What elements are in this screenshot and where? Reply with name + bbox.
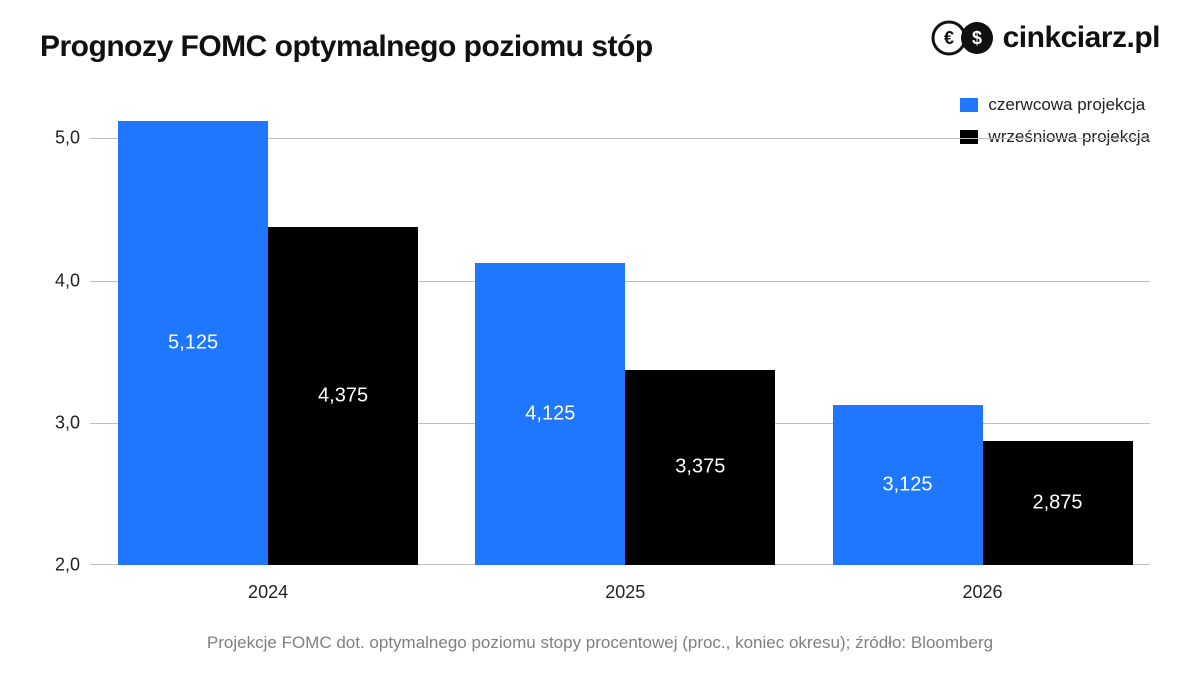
- logo-text: cinkciarz.pl: [1003, 21, 1160, 55]
- svg-text:€: €: [944, 28, 954, 48]
- bar: 4,125: [475, 263, 625, 565]
- y-tick-label: 5,0: [55, 128, 80, 149]
- x-category-label: 2024: [248, 582, 288, 603]
- y-tick-label: 3,0: [55, 412, 80, 433]
- bar: 3,375: [625, 370, 775, 566]
- bar-group: 4,1253,3752025: [475, 263, 775, 565]
- y-tick-label: 2,0: [55, 555, 80, 576]
- x-category-label: 2026: [962, 582, 1002, 603]
- bar-value-label: 2,875: [1032, 491, 1082, 514]
- bar-group: 5,1254,3752024: [118, 121, 418, 565]
- logo: € $ cinkciarz.pl: [931, 20, 1160, 56]
- bar: 4,375: [268, 227, 418, 565]
- bar: 3,125: [833, 405, 983, 565]
- bar-value-label: 3,375: [675, 456, 725, 479]
- chart-footnote: Projekcje FOMC dot. optymalnego poziomu …: [0, 633, 1200, 653]
- bar-value-label: 4,375: [318, 385, 368, 408]
- y-axis: 2,03,04,05,0: [40, 110, 90, 565]
- bar-value-label: 4,125: [525, 402, 575, 425]
- chart-title: Prognozy FOMC optymalnego poziomu stóp: [40, 30, 653, 64]
- bar-group: 3,1252,8752026: [833, 405, 1133, 565]
- y-tick-label: 4,0: [55, 270, 80, 291]
- logo-coins-icon: € $: [931, 20, 997, 56]
- bar: 5,125: [118, 121, 268, 565]
- bar-value-label: 3,125: [882, 474, 932, 497]
- bar-value-label: 5,125: [168, 331, 218, 354]
- bar: 2,875: [983, 441, 1133, 565]
- svg-text:$: $: [972, 28, 982, 48]
- x-category-label: 2025: [605, 582, 645, 603]
- plot-area: 5,1254,37520244,1253,37520253,1252,87520…: [90, 110, 1150, 565]
